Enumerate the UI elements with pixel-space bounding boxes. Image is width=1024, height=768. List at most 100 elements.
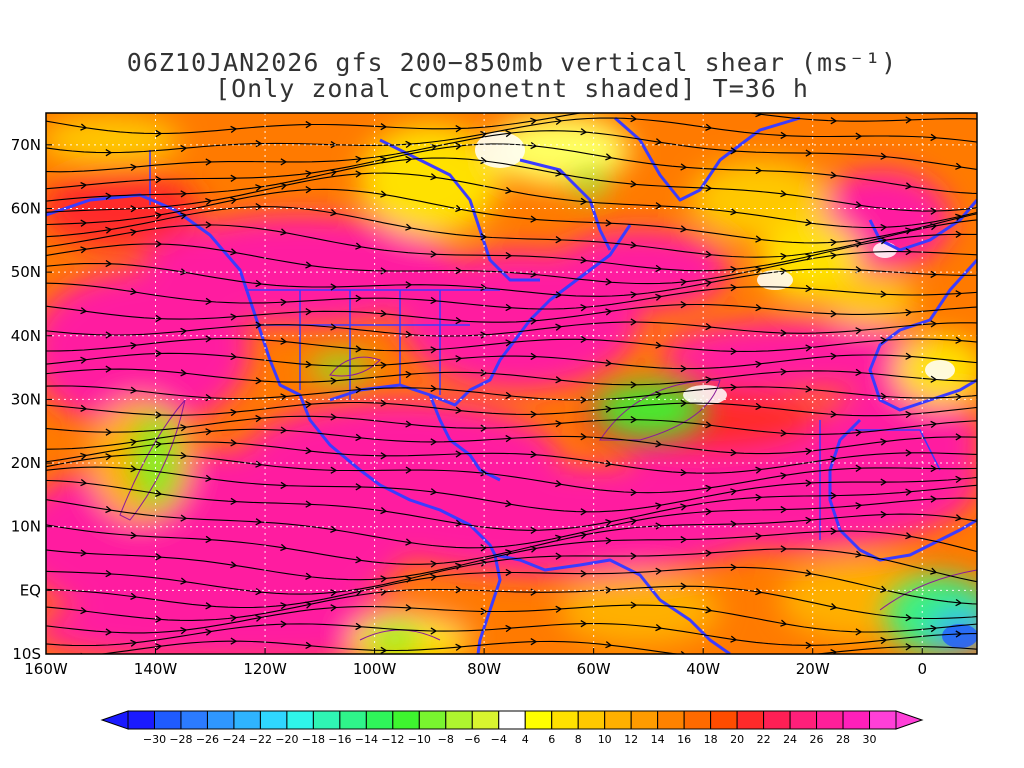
streamline-arrow xyxy=(955,475,963,484)
colorbar-label: −8 xyxy=(438,733,454,746)
streamline-arrow xyxy=(705,421,713,429)
streamline-arrow xyxy=(430,346,438,354)
streamline-arrow xyxy=(155,129,163,138)
streamline-arrow xyxy=(555,323,563,331)
streamline-arrow xyxy=(855,132,863,140)
streamline-arrow xyxy=(230,614,238,622)
streamline-arrow xyxy=(705,549,713,557)
streamline xyxy=(46,352,977,370)
streamline-arrow xyxy=(805,218,813,227)
colorbar-label: 14 xyxy=(651,733,665,746)
streamline-arrow xyxy=(155,211,163,220)
streamline-arrow xyxy=(880,237,888,245)
streamline-arrow xyxy=(330,466,338,474)
streamline-arrow xyxy=(180,144,188,153)
streamline-arrow xyxy=(880,152,888,160)
streamline-arrow xyxy=(480,544,488,552)
streamline-arrow xyxy=(955,393,963,401)
streamline-arrow xyxy=(380,452,388,460)
streamline-arrow xyxy=(455,355,463,363)
streamline-arrow xyxy=(655,440,663,448)
colorbar-label: 24 xyxy=(783,733,797,746)
streamline-arrow xyxy=(455,125,463,133)
streamline-arrow xyxy=(905,352,913,360)
streamline-arrow xyxy=(330,525,338,534)
streamline-arrow xyxy=(705,376,713,384)
streamline-arrow xyxy=(255,184,263,192)
streamline xyxy=(46,441,977,474)
streamline-arrow xyxy=(680,582,688,590)
streamline-arrow xyxy=(655,567,663,575)
streamline-arrow xyxy=(705,250,713,258)
shear-field xyxy=(46,113,977,654)
lon-tick-label: 160W xyxy=(24,660,68,678)
streamline-arrow xyxy=(930,567,938,575)
streamline-arrow xyxy=(205,474,213,482)
streamline-arrow xyxy=(555,605,563,613)
streamline-arrow xyxy=(580,197,588,206)
streamline-arrow xyxy=(480,331,488,339)
colorbar-label: 28 xyxy=(836,733,850,746)
streamline-arrow xyxy=(830,410,838,418)
streamline-arrow xyxy=(305,360,313,369)
streamline-arrow xyxy=(530,215,538,223)
streamline-arrow xyxy=(205,297,213,305)
lat-tick-label: 10N xyxy=(11,518,41,536)
colorbar-swatch xyxy=(312,710,341,730)
streamline-arrow xyxy=(630,517,638,526)
streamline-arrow xyxy=(355,588,363,596)
streamline-arrow xyxy=(405,420,413,428)
streamline-arrow xyxy=(105,628,113,636)
streamline-arrow xyxy=(530,141,538,150)
colorbar-swatch xyxy=(657,710,685,730)
lon-tick-label: 80W xyxy=(467,660,501,678)
streamline-arrow xyxy=(505,500,513,508)
streamline-arrow xyxy=(555,169,563,177)
lat-tick-label: 70N xyxy=(11,136,41,154)
streamline-arrow xyxy=(255,518,263,526)
streamline-arrow xyxy=(605,459,613,468)
streamline-arrow xyxy=(580,304,588,312)
streamline-arrow xyxy=(905,643,913,651)
streamline-arrow xyxy=(530,638,538,646)
streamline-arrow xyxy=(355,294,363,303)
streamline-arrow xyxy=(405,466,413,474)
streamline-arrow xyxy=(455,450,463,458)
streamline-arrow xyxy=(530,410,538,419)
streamline-arrow xyxy=(80,356,88,364)
streamline-arrow xyxy=(730,449,738,457)
streamline-arrow xyxy=(155,615,163,623)
streamline-arrow xyxy=(230,125,238,134)
streamline-arrow xyxy=(280,481,288,490)
streamline-arrow xyxy=(705,279,713,287)
streamline-arrow xyxy=(305,261,313,269)
streamline-arrow xyxy=(605,537,613,545)
streamline-arrow xyxy=(880,478,888,486)
streamline-arrow xyxy=(530,352,538,361)
streamline-arrow xyxy=(480,233,488,241)
colorbar-label: −30 xyxy=(143,733,166,746)
colorbar-over-arrow xyxy=(895,710,924,730)
streamline-arrow xyxy=(780,429,788,437)
lon-tick-label: 120W xyxy=(243,660,287,678)
streamline-arrow xyxy=(930,133,938,142)
streamline-arrow xyxy=(730,383,738,392)
colorbar-swatch xyxy=(153,710,182,730)
streamline-arrow xyxy=(830,238,838,247)
streamline-arrow xyxy=(455,142,463,150)
streamline-arrow xyxy=(130,438,138,446)
lon-tick-label: 40W xyxy=(686,660,720,678)
streamline-arrow xyxy=(830,527,838,535)
streamline-arrow xyxy=(180,190,188,198)
lat-tick-label: 50N xyxy=(11,263,41,281)
streamline-arrow xyxy=(330,377,338,385)
streamline-arrow xyxy=(805,516,813,525)
streamline-arrow xyxy=(405,370,413,379)
streamline-arrow xyxy=(905,532,913,540)
streamline-arrow xyxy=(330,413,338,421)
streamline-arrow xyxy=(955,630,963,638)
streamline-arrow xyxy=(905,116,913,124)
streamline-arrow xyxy=(830,252,838,260)
streamline-arrow xyxy=(780,252,788,261)
streamline-arrow xyxy=(280,426,288,434)
